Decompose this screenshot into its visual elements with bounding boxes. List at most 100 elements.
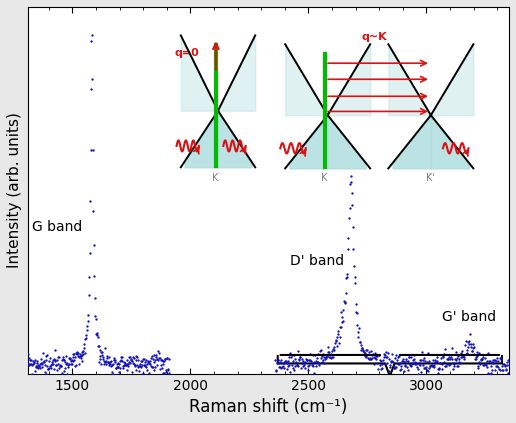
Point (129, 354, 137, 360)
Point (450, 362, 459, 369)
Point (133, 362, 141, 368)
Point (319, 357, 328, 363)
Point (279, 363, 287, 370)
Point (481, 361, 489, 368)
Point (302, 356, 310, 363)
Point (323, 353, 331, 360)
Point (472, 354, 480, 360)
Point (105, 354, 114, 361)
Point (504, 357, 512, 363)
Point (290, 352, 298, 359)
Point (406, 361, 414, 368)
Point (152, 354, 160, 360)
Point (378, 364, 386, 371)
Point (389, 358, 397, 365)
Point (366, 356, 375, 363)
Point (67, 360, 75, 367)
Point (74, 361, 83, 368)
Point (274, 357, 282, 363)
Point (52, 361, 60, 368)
Point (384, 349, 392, 356)
Point (446, 355, 454, 362)
Point (431, 359, 439, 366)
Point (62, 353, 71, 360)
Point (344, 246, 352, 253)
Point (395, 352, 403, 359)
Point (121, 362, 129, 368)
Point (304, 366, 312, 373)
Point (358, 345, 366, 352)
Point (56, 361, 64, 368)
Point (430, 363, 439, 370)
Point (74, 352, 83, 359)
Point (390, 364, 398, 371)
Point (411, 361, 419, 368)
Point (376, 362, 384, 368)
Point (350, 274, 359, 281)
Point (63, 370, 71, 377)
Point (108, 369, 116, 376)
Point (480, 362, 488, 368)
Point (498, 363, 507, 369)
Point (424, 349, 432, 356)
Point (94, 343, 102, 349)
Point (277, 357, 285, 363)
Point (105, 359, 113, 366)
Point (296, 354, 304, 360)
Point (23, 361, 31, 368)
Point (134, 357, 142, 363)
Point (134, 363, 142, 370)
Point (492, 357, 501, 364)
Point (372, 352, 380, 359)
Point (320, 359, 328, 366)
Point (429, 356, 438, 363)
Point (89, 146, 97, 153)
Point (283, 360, 291, 366)
Point (465, 340, 473, 347)
Point (60, 357, 68, 363)
Point (43, 352, 52, 359)
Point (462, 346, 471, 353)
Point (305, 362, 314, 369)
Point (418, 362, 427, 369)
Point (275, 359, 283, 366)
Point (289, 366, 298, 373)
Point (143, 367, 152, 374)
Point (41, 370, 50, 377)
Point (396, 366, 405, 373)
Point (479, 361, 487, 368)
Point (50, 366, 58, 373)
Point (369, 350, 377, 357)
Point (467, 343, 475, 350)
Point (71, 354, 79, 361)
Point (301, 364, 309, 371)
Point (136, 361, 144, 368)
Point (73, 349, 82, 356)
Point (356, 338, 364, 345)
Point (373, 352, 381, 359)
Point (403, 363, 411, 370)
Point (34, 359, 42, 366)
Point (495, 354, 504, 361)
Text: K: K (321, 173, 328, 184)
Point (153, 356, 161, 363)
Point (447, 344, 456, 351)
Point (441, 346, 449, 352)
Point (138, 370, 147, 376)
Point (388, 351, 396, 357)
Point (365, 348, 373, 355)
Point (31, 363, 40, 370)
Point (502, 365, 510, 372)
Point (399, 356, 407, 363)
Point (453, 363, 461, 369)
Point (366, 355, 374, 362)
Point (165, 370, 173, 376)
Point (405, 353, 413, 360)
Point (501, 363, 509, 370)
Point (297, 359, 305, 366)
Text: q~K: q~K (361, 32, 386, 41)
Point (73, 351, 81, 357)
Point (121, 361, 130, 368)
Point (326, 354, 334, 360)
Point (47, 362, 55, 368)
